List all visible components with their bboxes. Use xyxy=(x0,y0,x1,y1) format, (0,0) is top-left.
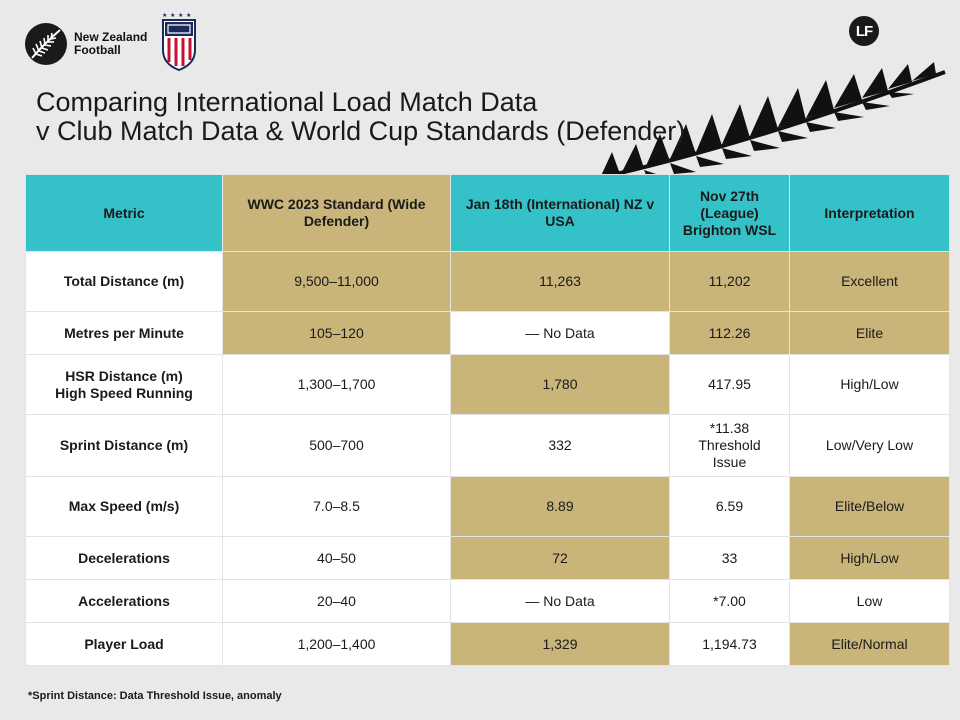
intl-cell: — No Data xyxy=(450,311,670,355)
league-cell: 33 xyxy=(669,536,790,580)
league-cell: *11.38 Threshold Issue xyxy=(669,414,790,477)
interpretation-cell: Elite xyxy=(789,311,950,355)
svg-text:★: ★ xyxy=(170,12,175,19)
table-row: Sprint Distance (m) 500–700 332 *11.38 T… xyxy=(25,414,950,477)
page-title: Comparing International Load Match Data … xyxy=(36,88,685,146)
header-metric: Metric xyxy=(25,174,223,252)
table-header-row: Metric WWC 2023 Standard (Wide Defender)… xyxy=(25,174,950,252)
interpretation-cell: Elite/Below xyxy=(789,476,950,537)
table-row: Accelerations 20–40 — No Data *7.00 Low xyxy=(25,579,950,623)
intl-cell: 72 xyxy=(450,536,670,580)
table-row: Max Speed (m/s) 7.0–8.5 8.89 6.59 Elite/… xyxy=(25,476,950,537)
title-line-2: v Club Match Data & World Cup Standards … xyxy=(36,116,686,146)
header-wwc-standard: WWC 2023 Standard (Wide Defender) xyxy=(222,174,451,252)
league-cell: *7.00 xyxy=(669,579,790,623)
header-international: Jan 18th (International) NZ v USA xyxy=(450,174,670,252)
comparison-table: Metric WWC 2023 Standard (Wide Defender)… xyxy=(25,174,950,666)
lf-logo: LF xyxy=(849,16,879,46)
nz-football-wordmark: New Zealand Football xyxy=(74,31,154,57)
metric-cell: HSR Distance (m) High Speed Running xyxy=(25,354,223,415)
wwc-cell: 9,500–11,000 xyxy=(222,251,451,312)
metric-cell: Max Speed (m/s) xyxy=(25,476,223,537)
svg-text:★: ★ xyxy=(178,12,183,19)
interpretation-cell: Elite/Normal xyxy=(789,622,950,666)
intl-cell: — No Data xyxy=(450,579,670,623)
interpretation-cell: High/Low xyxy=(789,536,950,580)
league-text: *11.38 Threshold Issue xyxy=(698,420,761,470)
wwc-cell: 40–50 xyxy=(222,536,451,580)
usa-soccer-crest: ★ ★ ★ ★ xyxy=(162,12,196,72)
league-cell: 1,194.73 xyxy=(669,622,790,666)
footnote: *Sprint Distance: Data Threshold Issue, … xyxy=(28,690,282,702)
league-cell: 417.95 xyxy=(669,354,790,415)
table-row: Player Load 1,200–1,400 1,329 1,194.73 E… xyxy=(25,622,950,666)
lf-logo-text: LF xyxy=(855,22,873,40)
intl-cell: 8.89 xyxy=(450,476,670,537)
interpretation-cell: Low xyxy=(789,579,950,623)
interpretation-cell: High/Low xyxy=(789,354,950,415)
intl-cell: 332 xyxy=(450,414,670,477)
fern-emblem-icon xyxy=(25,23,67,65)
interpretation-cell: Excellent xyxy=(789,251,950,312)
nz-logo-line1: New Zealand xyxy=(74,30,148,44)
metric-cell: Metres per Minute xyxy=(25,311,223,355)
wwc-cell: 105–120 xyxy=(222,311,451,355)
intl-cell: 1,780 xyxy=(450,354,670,415)
wwc-cell: 20–40 xyxy=(222,579,451,623)
metric-cell: Player Load xyxy=(25,622,223,666)
league-cell: 6.59 xyxy=(669,476,790,537)
league-cell: 11,202 xyxy=(669,251,790,312)
metric-cell: Decelerations xyxy=(25,536,223,580)
metric-cell: Accelerations xyxy=(25,579,223,623)
metric-cell: Total Distance (m) xyxy=(25,251,223,312)
league-cell: 112.26 xyxy=(669,311,790,355)
intl-cell: 11,263 xyxy=(450,251,670,312)
nz-football-logo: New Zealand Football xyxy=(24,22,154,66)
header-interpretation: Interpretation xyxy=(789,174,950,252)
wwc-cell: 1,200–1,400 xyxy=(222,622,451,666)
metric-text: HSR Distance (m) High Speed Running xyxy=(55,367,193,401)
svg-text:★: ★ xyxy=(162,12,167,19)
table-row: Decelerations 40–50 72 33 High/Low xyxy=(25,536,950,580)
interpretation-cell: Low/Very Low xyxy=(789,414,950,477)
table-row: Total Distance (m) 9,500–11,000 11,263 1… xyxy=(25,251,950,312)
header-league: Nov 27th (League) Brighton WSL xyxy=(669,174,790,252)
intl-cell: 1,329 xyxy=(450,622,670,666)
wwc-cell: 7.0–8.5 xyxy=(222,476,451,537)
fern-leaf-graphic xyxy=(579,62,946,184)
table-row: HSR Distance (m) High Speed Running 1,30… xyxy=(25,354,950,415)
title-line-1: Comparing International Load Match Data xyxy=(36,87,538,117)
wwc-cell: 1,300–1,700 xyxy=(222,354,451,415)
table-row: Metres per Minute 105–120 — No Data 112.… xyxy=(25,311,950,355)
wwc-cell: 500–700 xyxy=(222,414,451,477)
metric-cell: Sprint Distance (m) xyxy=(25,414,223,477)
nz-logo-line2: Football xyxy=(74,43,121,57)
svg-text:★: ★ xyxy=(186,12,191,19)
